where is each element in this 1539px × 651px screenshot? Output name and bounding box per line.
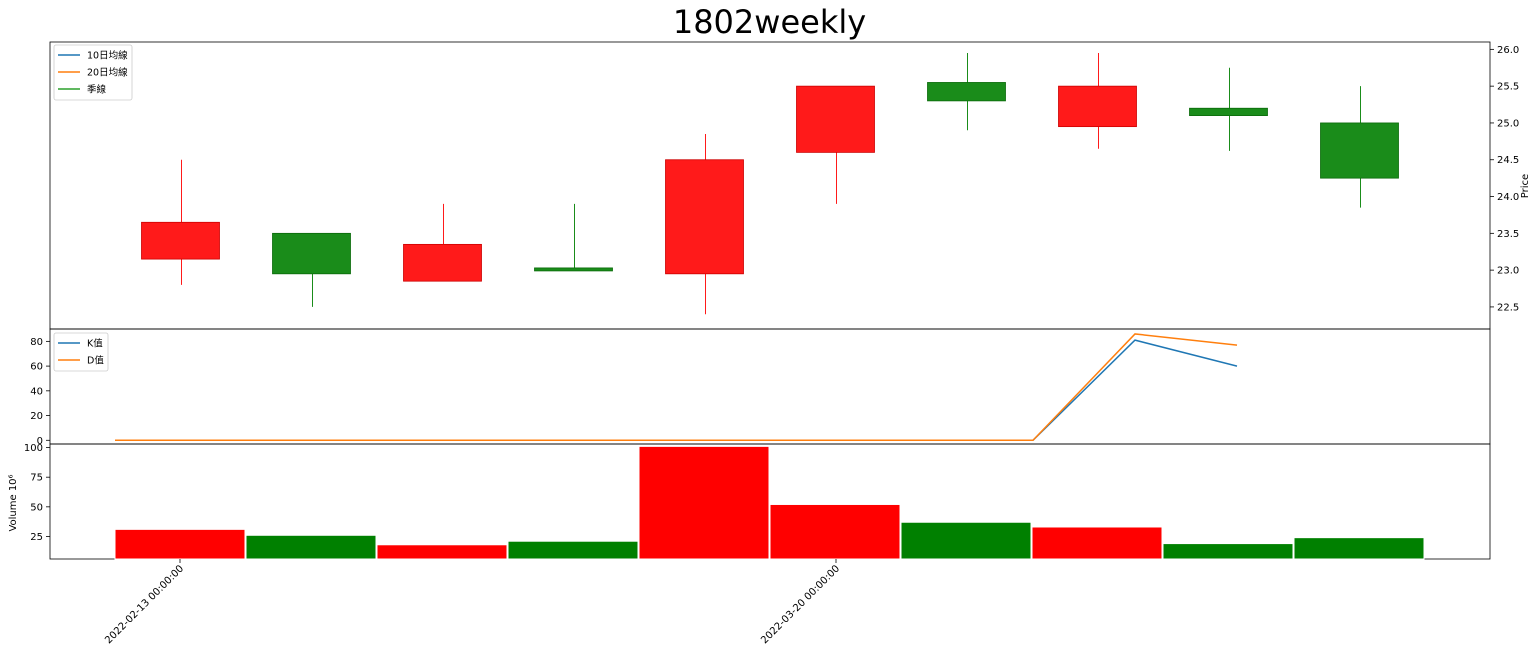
kd-panel-frame (49, 328, 1491, 445)
price-tick-label: 23.0 (1497, 266, 1519, 277)
price-tick-label: 26.0 (1497, 45, 1519, 56)
kd-tick-label: 60 (30, 362, 43, 373)
x-tick-label: 2022-02-13 00:00:00 (103, 563, 186, 646)
volume-bar (769, 503, 901, 560)
volume-tick-label: 75 (30, 473, 43, 484)
volume-bar (1031, 526, 1163, 560)
kd-legend-label: D值 (87, 355, 104, 367)
panel-frames (49, 41, 1491, 560)
kd-panel: 0 20 40 60 80 K值 D值 (30, 332, 1238, 447)
price-tick-label: 24.0 (1497, 192, 1519, 203)
price-tick-label: 25.5 (1497, 82, 1519, 93)
price-tick-label: 23.5 (1497, 229, 1519, 240)
price-tick-label: 24.5 (1497, 155, 1519, 166)
price-legend-label: 10日均線 (87, 50, 128, 62)
price-panel: 22.5 23.0 23.5 24.0 24.5 25.0 25.5 26.0 Price 10日… (53, 44, 1531, 315)
volume-bar (376, 544, 508, 560)
volume-bar (114, 528, 246, 560)
price-legend-label: 季線 (87, 84, 107, 96)
volume-axis-label: Volume 10⁶ (8, 474, 19, 531)
candle-body (403, 243, 482, 282)
price-panel-frame (49, 41, 1491, 330)
kd-tick-label: 80 (30, 337, 43, 348)
candle-body (1189, 107, 1268, 116)
candle-body (1058, 85, 1137, 128)
price-axis-label: Price (1520, 174, 1531, 198)
price-legend-box (53, 44, 133, 101)
volume-tick-label: 50 (30, 502, 43, 513)
candle-body (1320, 122, 1399, 179)
volume-tick-label: 100 (24, 443, 43, 454)
kd-tick-label: 20 (30, 411, 43, 422)
price-tick-label: 22.5 (1497, 302, 1519, 313)
volume-tick-label: 25 (30, 532, 43, 543)
chart-title: 1802weekly (672, 3, 867, 41)
candle-body (272, 232, 351, 275)
candle-body (141, 221, 220, 260)
volume-bar (1162, 543, 1294, 560)
kd-series-line (115, 333, 1238, 442)
kd-legend-label: K值 (87, 338, 103, 350)
volume-bar (507, 540, 639, 560)
volume-bar (245, 534, 377, 560)
candle-body (534, 267, 613, 272)
kd-tick-label: 40 (30, 386, 43, 397)
volume-bar (638, 445, 770, 560)
price-legend-label: 20日均線 (87, 67, 128, 79)
volume-panel: 25 50 75 100 Volume 10⁶ (8, 443, 1425, 560)
kd-tick-label: 0 (37, 436, 43, 447)
volume-bar (900, 521, 1032, 560)
x-tick-label: 2022-03-20 00:00:00 (759, 563, 842, 646)
kd-series-line (115, 339, 1238, 442)
volume-bar (1293, 537, 1425, 560)
candle-body (665, 159, 744, 275)
candle-body (927, 82, 1006, 102)
x-axis: 2022-02-13 00:00:00 2022-03-20 00:00:00 (103, 559, 842, 646)
candle-body (796, 85, 875, 153)
price-tick-label: 25.0 (1497, 118, 1519, 129)
